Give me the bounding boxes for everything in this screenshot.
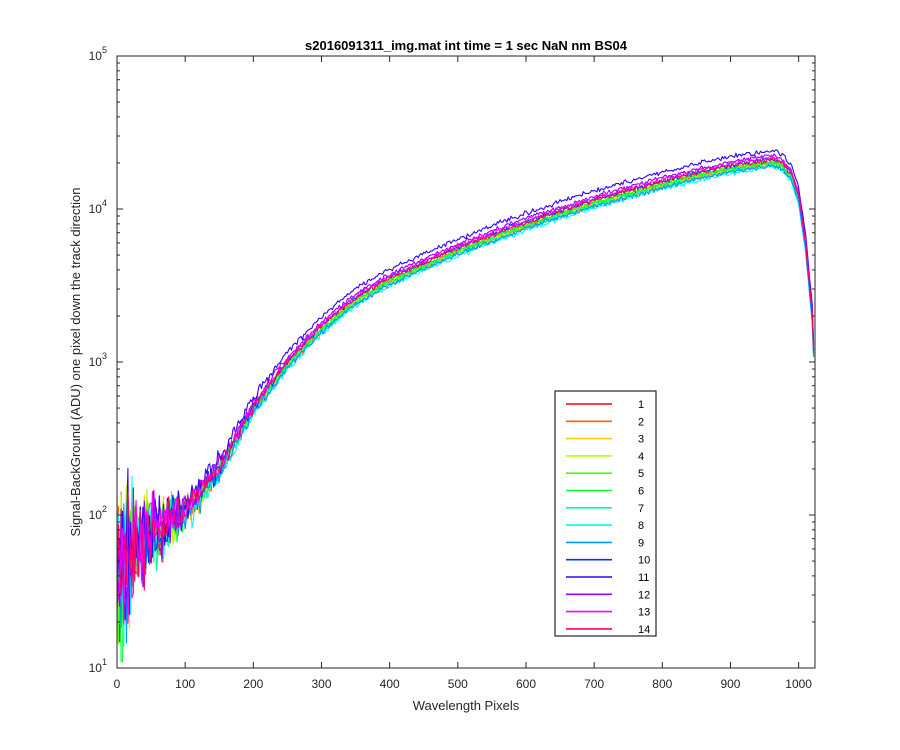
x-tick-label: 400 [380,677,400,691]
series-line-9 [116,163,815,644]
legend-label: 14 [638,624,650,636]
x-axis-label: Wavelength Pixels [413,698,520,713]
legend-label: 5 [638,468,644,480]
plot-area [116,55,816,669]
legend-label: 11 [638,572,649,584]
chart-title: s2016091311_img.mat int time = 1 sec NaN… [305,38,628,53]
x-tick-label: 1000 [785,677,812,691]
y-tick-label: 103 [89,351,107,369]
y-tick-label: 101 [89,657,107,675]
x-tick-label: 0 [114,677,121,691]
legend-label: 2 [638,416,644,428]
series-group [116,149,815,663]
legend-label: 4 [638,451,644,463]
legend-label: 6 [638,486,644,498]
x-tick-label: 600 [516,677,536,691]
x-axis: 0 100 200 300 400 500 600 700 800 900 1000 [114,56,812,691]
series-line-11 [116,149,815,615]
legend-label: 12 [638,589,650,601]
legend-label: 9 [638,537,644,549]
x-tick-label: 500 [448,677,468,691]
plot-background [117,56,815,668]
x-tick-label: 700 [584,677,604,691]
legend-label: 3 [638,434,644,446]
x-tick-label: 300 [311,677,331,691]
legend-label: 8 [638,520,644,532]
legend-label: 1 [638,399,644,411]
x-tick-label: 900 [720,677,740,691]
series-line-8 [116,164,815,648]
y-tick-label: 105 [89,45,107,63]
legend-label: 13 [638,607,650,619]
y-tick-label: 104 [89,198,107,216]
y-tick-label: 102 [89,504,107,522]
legend-box [554,390,657,637]
series-line-14 [116,157,815,613]
x-tick-label: 200 [243,677,263,691]
legend-label: 10 [638,555,650,567]
x-tick-label: 800 [652,677,672,691]
series-line-13 [116,154,815,625]
x-tick-label: 100 [175,677,195,691]
y-axis-label: Signal-BackGround (ADU) one pixel down t… [68,187,83,536]
legend-label: 7 [638,503,644,515]
